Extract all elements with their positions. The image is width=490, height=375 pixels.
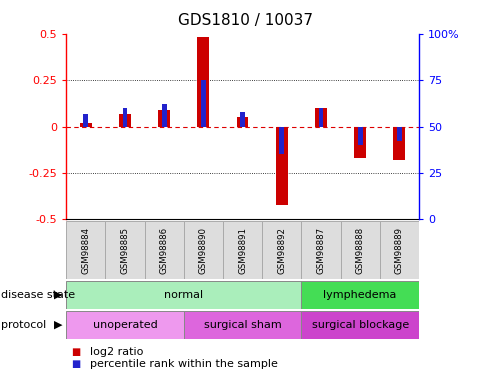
Bar <box>318 108 323 127</box>
Bar <box>301 221 341 279</box>
Text: GSM98885: GSM98885 <box>121 227 129 274</box>
Bar <box>80 123 92 127</box>
Text: GSM98888: GSM98888 <box>356 227 365 274</box>
Text: percentile rank within the sample: percentile rank within the sample <box>90 359 277 369</box>
Bar <box>240 112 245 127</box>
Text: disease state: disease state <box>1 290 75 300</box>
Text: ■: ■ <box>71 359 80 369</box>
Bar <box>145 221 184 279</box>
Bar <box>237 117 248 127</box>
Bar <box>397 127 402 141</box>
Text: unoperated: unoperated <box>93 320 157 330</box>
Text: surgical blockage: surgical blockage <box>312 320 409 330</box>
Bar <box>354 127 366 158</box>
Bar <box>358 127 363 145</box>
Bar <box>158 110 170 127</box>
Bar <box>66 221 105 279</box>
Text: lymphedema: lymphedema <box>323 290 397 300</box>
Bar <box>301 311 419 339</box>
Text: GSM98884: GSM98884 <box>81 227 90 274</box>
Bar <box>122 108 127 127</box>
Text: GSM98887: GSM98887 <box>317 227 325 274</box>
Text: ■: ■ <box>71 347 80 357</box>
Bar <box>119 114 131 127</box>
Bar <box>201 80 206 127</box>
Text: ▶: ▶ <box>54 290 62 300</box>
Bar <box>279 127 284 154</box>
Text: GSM98889: GSM98889 <box>395 227 404 274</box>
Text: normal: normal <box>164 290 203 300</box>
Bar <box>262 221 301 279</box>
Bar <box>197 38 209 127</box>
Bar <box>393 127 405 160</box>
Bar <box>83 114 88 127</box>
Bar <box>66 311 184 339</box>
Text: log2 ratio: log2 ratio <box>90 347 143 357</box>
Bar <box>184 311 301 339</box>
Text: protocol: protocol <box>1 320 46 330</box>
Text: surgical sham: surgical sham <box>204 320 281 330</box>
Text: GSM98890: GSM98890 <box>199 227 208 274</box>
Bar <box>341 221 380 279</box>
Bar <box>105 221 145 279</box>
Bar <box>162 104 167 127</box>
Text: GSM98891: GSM98891 <box>238 227 247 274</box>
Text: GSM98886: GSM98886 <box>160 227 169 274</box>
Bar <box>276 127 288 204</box>
Bar <box>315 108 327 127</box>
Text: ▶: ▶ <box>54 320 62 330</box>
Bar <box>184 221 223 279</box>
Bar <box>380 221 419 279</box>
Bar <box>66 281 301 309</box>
Bar <box>223 221 262 279</box>
Text: GDS1810 / 10037: GDS1810 / 10037 <box>177 13 313 28</box>
Text: GSM98892: GSM98892 <box>277 227 286 274</box>
Bar <box>301 281 419 309</box>
